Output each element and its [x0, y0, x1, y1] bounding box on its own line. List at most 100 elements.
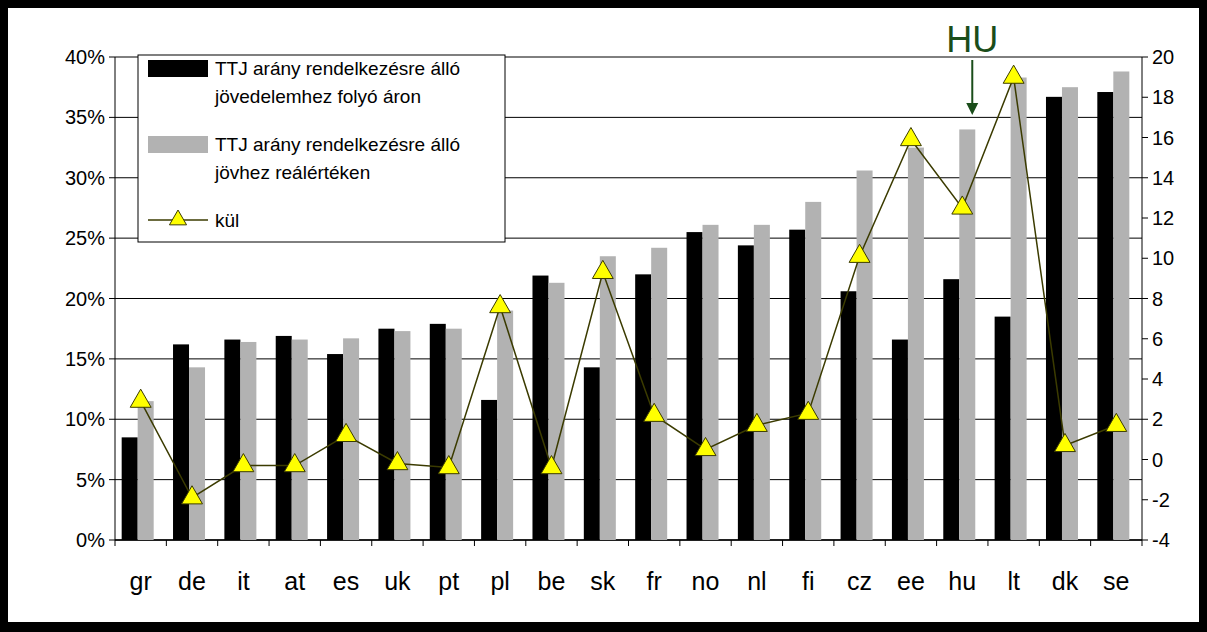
bar	[1097, 92, 1113, 540]
legend-swatch	[148, 136, 208, 153]
bar	[1062, 87, 1078, 540]
bar	[430, 324, 446, 540]
bar	[189, 367, 205, 540]
legend-label: kül	[215, 210, 239, 231]
tick-label: 15%	[65, 348, 105, 370]
category-label: ee	[897, 567, 925, 595]
tick	[1142, 137, 1148, 138]
marker	[387, 452, 408, 470]
y-axis	[115, 57, 116, 540]
bar	[481, 400, 497, 540]
category-label: no	[692, 567, 720, 595]
x-tick	[833, 540, 834, 546]
x-tick	[269, 540, 270, 546]
grid-line	[115, 298, 1142, 299]
grid-line	[115, 358, 1142, 359]
tick-label: 4	[1152, 368, 1163, 390]
category-label: uk	[384, 567, 411, 595]
bar	[995, 317, 1011, 540]
bar	[703, 225, 719, 540]
category-label: it	[237, 567, 250, 595]
tick-label: 10%	[65, 408, 105, 430]
tick	[1142, 338, 1148, 339]
legend-line: jövhez reálértéken	[214, 162, 370, 183]
category-label: pt	[438, 567, 459, 595]
bar	[805, 202, 821, 540]
category-label: gr	[130, 567, 152, 595]
legend: TTJ arány rendelkezésre álló jövedelemhez…	[138, 55, 505, 242]
marker	[541, 456, 562, 474]
x-tick	[1142, 540, 1143, 546]
tick-label: 5%	[76, 469, 105, 491]
bar	[548, 283, 564, 540]
y2-axis	[1142, 57, 1143, 540]
tick	[1142, 419, 1148, 420]
marker	[233, 454, 254, 472]
bar	[857, 171, 873, 540]
tick-label: 20%	[65, 288, 105, 310]
tick-label: 30%	[65, 167, 105, 189]
grid-line	[115, 419, 1142, 420]
tick-label: 40%	[65, 46, 105, 68]
legend-line: TTJ arány rendelkezésre álló	[215, 58, 460, 79]
tick	[1142, 540, 1148, 541]
bar	[1113, 71, 1129, 540]
bar	[908, 148, 924, 540]
tick	[1142, 218, 1148, 219]
x-tick	[1090, 540, 1091, 546]
legend-label: TTJ arány rendelkezésre álló jövedelemhez…	[214, 58, 460, 107]
legend-label: TTJ arány rendelkezésre álló jövhez reálé…	[214, 134, 460, 183]
tick-label: 6	[1152, 328, 1163, 350]
x-tick	[885, 540, 886, 546]
tick	[1142, 499, 1148, 500]
bar	[584, 367, 600, 540]
category-label: es	[333, 567, 359, 595]
category-label: fi	[802, 567, 815, 595]
marker	[182, 486, 203, 504]
bar	[292, 340, 308, 540]
bar	[173, 344, 189, 540]
x-tick	[577, 540, 578, 546]
bar	[841, 291, 857, 540]
bar	[224, 340, 240, 540]
tick-label: 35%	[65, 106, 105, 128]
tick	[109, 298, 115, 299]
tick-label: 8	[1152, 288, 1163, 310]
bar	[276, 336, 292, 540]
marker	[798, 401, 819, 419]
category-label: sk	[590, 567, 616, 595]
tick	[109, 419, 115, 420]
marker	[1055, 433, 1076, 451]
tick-label: -4	[1152, 529, 1170, 551]
tick-label: 18	[1152, 86, 1174, 108]
category-label: at	[284, 567, 305, 595]
tick	[109, 57, 115, 58]
bar	[1011, 78, 1027, 540]
tick	[1142, 57, 1148, 58]
frame	[0, 0, 1207, 632]
marker	[336, 423, 357, 441]
marker	[849, 244, 870, 262]
tick-label: 0	[1152, 449, 1163, 471]
bar	[497, 311, 513, 540]
category-label: nl	[747, 567, 766, 595]
tick	[1142, 258, 1148, 259]
x-tick	[166, 540, 167, 546]
bar	[754, 225, 770, 540]
legend-line: TTJ arány rendelkezésre álló	[215, 134, 460, 155]
x-tick	[987, 540, 988, 546]
category-label: fr	[647, 567, 662, 595]
tick-label: 0%	[76, 529, 105, 551]
tick	[1142, 97, 1148, 98]
tick	[109, 358, 115, 359]
x-tick	[1039, 540, 1040, 546]
tick	[109, 540, 115, 541]
category-label: hu	[948, 567, 976, 595]
tick	[109, 117, 115, 118]
legend-line: jövedelemhez folyó áron	[214, 86, 421, 107]
bar	[892, 340, 908, 540]
x-tick	[731, 540, 732, 546]
background	[8, 8, 1199, 622]
category-label: be	[538, 567, 566, 595]
bar	[651, 248, 667, 540]
